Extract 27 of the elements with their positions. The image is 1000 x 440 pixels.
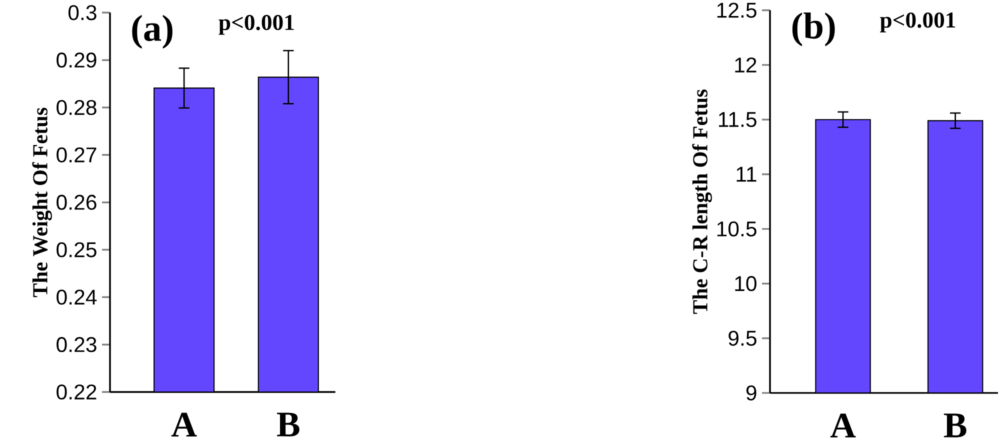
- annotation: (a): [132, 14, 172, 49]
- y-tick-label: 10.5: [717, 221, 756, 236]
- y-tick-label: 0.24: [56, 290, 97, 305]
- y-tick-label: 0.23: [56, 337, 96, 352]
- x-tick-label: A: [171, 412, 197, 436]
- y-tick-label: 0.29: [56, 52, 96, 68]
- annotation: (b): [792, 12, 835, 46]
- y-axis-title: The Weight Of Fetus: [32, 108, 52, 298]
- x-tick-label: B: [944, 414, 966, 438]
- y-tick-label: 11.5: [718, 112, 756, 128]
- y-tick-label: 12.5: [717, 2, 756, 18]
- annotation: p<0.001: [218, 14, 294, 35]
- y-tick-label: 10: [735, 276, 756, 292]
- y-axis-title: The C-R length Of Fetus: [692, 90, 712, 314]
- y-tick-label: 0.27: [56, 147, 96, 162]
- x-tick-label: B: [276, 412, 300, 436]
- y-tick-label: 0.22: [56, 384, 96, 400]
- y-tick-label: 9.5: [728, 330, 756, 346]
- y-tick-label: 9: [746, 385, 756, 400]
- x-tick-label: A: [830, 414, 856, 438]
- annotation: p<0.001: [880, 12, 956, 32]
- y-tick-label: 0.3: [68, 5, 96, 20]
- y-tick-label: 12: [735, 57, 756, 72]
- y-tick-label: 0.28: [56, 100, 96, 116]
- y-tick-label: 0.25: [56, 242, 96, 258]
- y-tick-label: 0.26: [56, 194, 96, 210]
- y-tick-label: 11: [736, 166, 756, 182]
